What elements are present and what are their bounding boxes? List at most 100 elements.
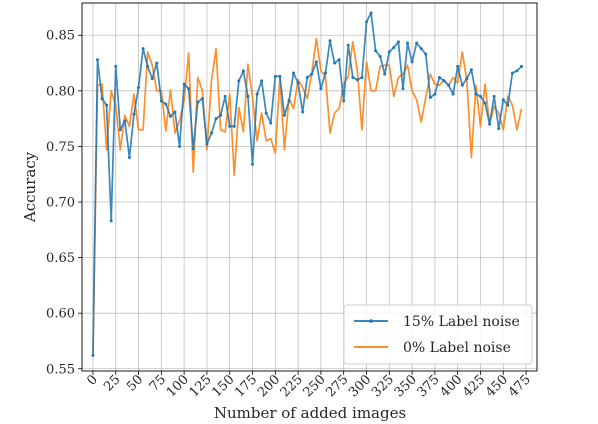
data-point <box>415 41 419 45</box>
data-point <box>228 124 232 128</box>
data-point <box>328 39 332 43</box>
data-point <box>223 94 227 98</box>
data-point <box>342 99 346 103</box>
data-point <box>319 87 323 91</box>
data-point <box>419 47 423 51</box>
legend-label-15-noise: 15% Label noise <box>403 314 520 330</box>
data-point <box>378 54 382 58</box>
data-point <box>392 45 396 49</box>
data-point <box>100 97 104 101</box>
data-point <box>506 103 510 107</box>
data-point <box>155 61 159 65</box>
y-tick-label: 0.85 <box>46 29 75 44</box>
data-point <box>251 162 255 166</box>
data-point <box>114 64 118 68</box>
data-point <box>91 353 95 357</box>
data-point <box>105 103 109 107</box>
data-point <box>497 127 501 131</box>
data-point <box>355 78 359 82</box>
data-point <box>109 219 113 223</box>
data-point <box>255 92 259 96</box>
data-point <box>451 92 455 96</box>
y-tick-label: 0.75 <box>46 140 75 155</box>
data-point <box>351 75 355 79</box>
data-point <box>191 147 195 151</box>
data-point <box>118 128 122 132</box>
data-point <box>146 64 150 68</box>
data-point <box>465 77 469 81</box>
y-tick-label: 0.65 <box>46 251 75 266</box>
y-tick-label: 0.55 <box>46 362 75 377</box>
series-lines <box>91 11 523 357</box>
data-point <box>410 60 414 64</box>
data-point <box>260 79 264 83</box>
y-axis-ticks: 0.55 0.60 0.65 0.70 0.75 0.80 0.85 <box>46 29 82 377</box>
data-point <box>510 71 514 75</box>
data-point <box>515 69 519 73</box>
data-point <box>219 113 223 117</box>
data-point <box>282 113 286 117</box>
data-point <box>241 69 245 73</box>
y-tick-label: 0.80 <box>46 84 75 99</box>
data-point <box>196 100 200 104</box>
data-point <box>501 98 505 102</box>
data-point <box>132 112 136 116</box>
legend: 15% Label noise 0% Label noise <box>343 304 533 365</box>
data-point <box>424 52 428 56</box>
data-point <box>141 47 145 51</box>
series-line-0-noise <box>92 37 523 356</box>
data-point <box>178 144 182 148</box>
data-point <box>447 83 451 87</box>
data-point <box>364 20 368 24</box>
data-point <box>314 60 318 64</box>
legend-label-0-noise: 0% Label noise <box>403 340 511 356</box>
data-point <box>442 79 446 83</box>
data-point <box>237 79 241 83</box>
legend-box <box>343 304 533 365</box>
data-point <box>159 99 163 103</box>
data-point <box>428 96 432 100</box>
data-point <box>264 111 268 115</box>
data-point <box>478 94 482 98</box>
data-point <box>383 72 387 76</box>
data-point <box>387 50 391 54</box>
y-axis-label: Accuracy <box>21 151 39 223</box>
data-point <box>273 74 277 78</box>
data-point <box>292 71 296 75</box>
data-point <box>469 68 473 72</box>
plot-frame <box>81 2 538 372</box>
y-tick-label: 0.70 <box>46 196 75 211</box>
data-point <box>96 58 100 62</box>
data-point <box>269 121 273 125</box>
data-point <box>278 74 282 78</box>
data-point <box>168 114 172 118</box>
data-point <box>123 119 127 123</box>
data-point <box>305 75 309 79</box>
data-point <box>346 43 350 47</box>
data-point <box>232 124 236 128</box>
data-point <box>209 131 213 135</box>
data-point <box>433 92 437 96</box>
data-point <box>406 41 410 45</box>
data-point <box>437 75 441 79</box>
y-tick-label: 0.60 <box>46 307 75 322</box>
data-point <box>337 58 341 62</box>
data-point <box>164 102 168 106</box>
data-point <box>369 11 373 15</box>
data-point <box>360 75 364 79</box>
data-point <box>519 64 523 68</box>
data-point <box>460 83 464 87</box>
data-point <box>396 40 400 44</box>
data-point <box>301 110 305 114</box>
data-point <box>182 82 186 86</box>
data-point <box>127 156 131 160</box>
data-point <box>187 87 191 91</box>
data-point <box>296 81 300 85</box>
data-point <box>137 85 141 89</box>
x-axis-label: Number of added images <box>214 404 406 422</box>
data-point <box>483 101 487 105</box>
data-point <box>246 94 250 98</box>
data-point <box>214 117 218 121</box>
data-point <box>456 64 460 68</box>
